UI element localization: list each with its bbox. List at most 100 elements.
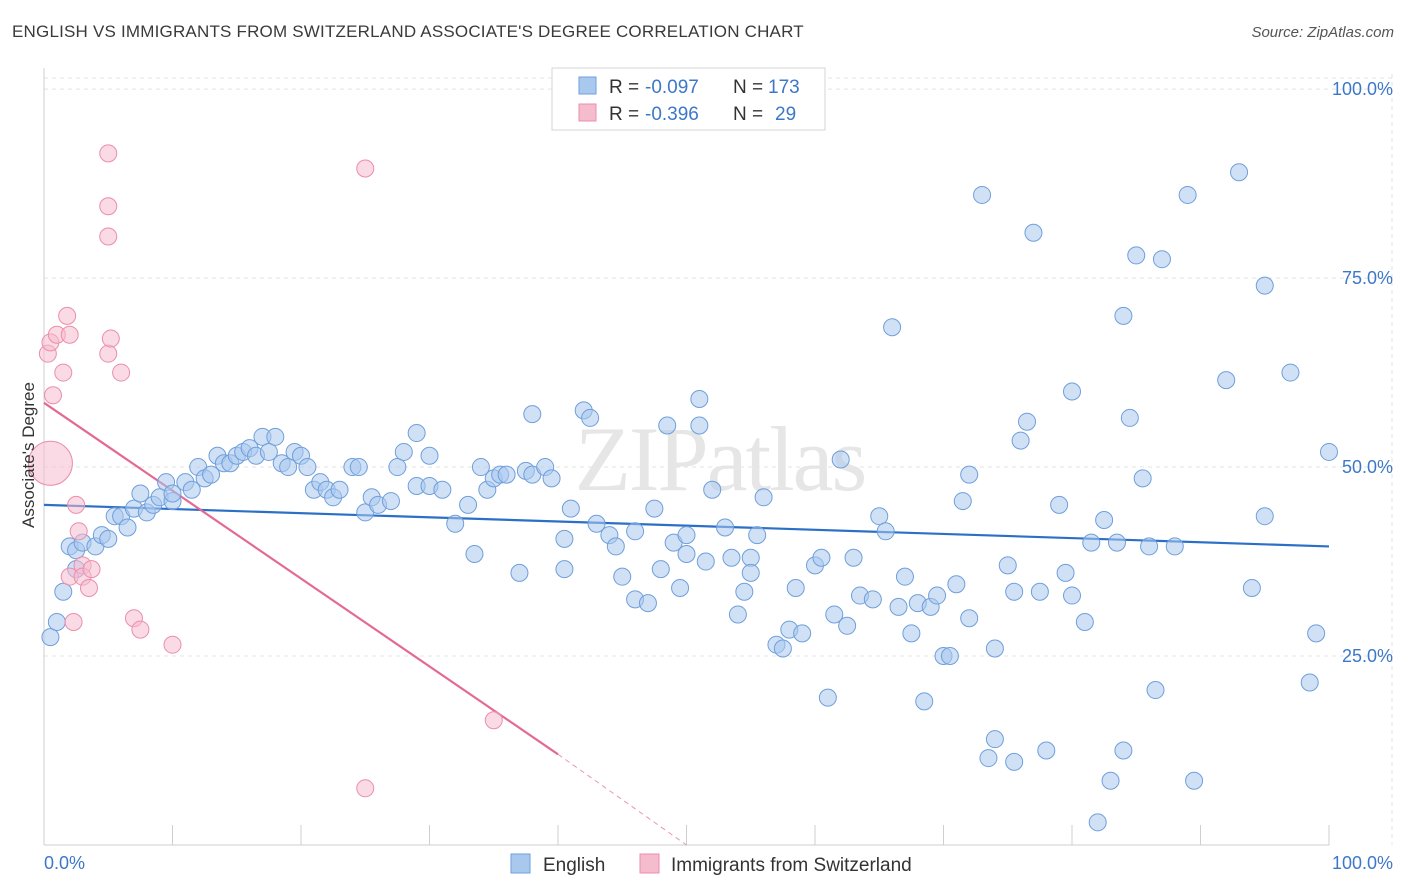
point-english: [1281, 363, 1300, 382]
watermark-text: ZIPatlas: [575, 408, 866, 510]
point-english: [1146, 681, 1165, 700]
trendline-swiss: [43, 401, 559, 756]
point-english: [915, 692, 934, 711]
legend-swatch-english-bottom: [510, 853, 531, 874]
point-english: [658, 416, 677, 435]
point-swiss: [356, 159, 375, 178]
point-english: [1095, 510, 1114, 529]
point-english: [407, 424, 426, 443]
point-english: [163, 484, 182, 503]
point-english: [844, 548, 863, 567]
point-english: [613, 567, 632, 586]
y-tick-label: 100.0%: [1332, 79, 1393, 99]
point-swiss: [101, 329, 120, 348]
point-english: [1005, 752, 1024, 771]
point-english: [703, 480, 722, 499]
point-english: [889, 597, 908, 616]
point-english: [985, 639, 1004, 658]
point-english: [1165, 537, 1184, 556]
point-swiss: [54, 363, 73, 382]
point-english: [1063, 586, 1081, 605]
point-english: [812, 548, 831, 567]
point-english: [876, 522, 895, 541]
gridlines: [44, 74, 1393, 845]
point-english: [606, 537, 625, 556]
legend-swatch-swiss-bottom: [639, 853, 660, 874]
legend-swatch-english: [578, 76, 597, 95]
point-english: [41, 628, 60, 647]
x-tick-label: 0.0%: [44, 853, 85, 873]
point-english: [54, 582, 73, 601]
point-english: [728, 605, 747, 624]
point-swiss: [69, 522, 88, 541]
point-english: [1140, 537, 1159, 556]
point-english: [1185, 771, 1204, 790]
point-english: [940, 647, 959, 666]
point-english: [555, 560, 574, 579]
point-swiss: [99, 344, 118, 363]
point-english: [279, 458, 298, 477]
stat-r-english: -0.097: [645, 77, 699, 98]
point-swiss: [58, 306, 77, 325]
point-english: [741, 548, 760, 567]
trendline-extension-swiss: [557, 753, 687, 846]
stat-r-label-swiss: R =: [609, 104, 639, 125]
point-english: [131, 484, 150, 503]
point-english: [735, 582, 754, 601]
point-english: [433, 480, 452, 499]
point-swiss: [99, 197, 118, 216]
point-english: [690, 390, 709, 409]
point-english: [818, 688, 837, 707]
point-english: [471, 458, 490, 477]
point-english: [651, 560, 670, 579]
point-english: [581, 408, 600, 427]
point-swiss: [43, 386, 62, 405]
point-english: [831, 450, 850, 469]
point-english: [1127, 246, 1146, 265]
point-swiss: [99, 144, 118, 163]
point-english: [1114, 306, 1133, 325]
point-swiss: [356, 779, 375, 798]
point-english: [1011, 431, 1030, 450]
point-english: [1255, 276, 1274, 295]
point-english: [1101, 771, 1120, 790]
legend-label-swiss: Immigrants from Switzerland: [671, 855, 912, 876]
point-english: [1152, 250, 1171, 269]
point-english: [883, 318, 902, 337]
point-english: [1056, 563, 1075, 582]
x-tick-labels: 0.0% 100.0%: [44, 853, 1393, 873]
point-english: [202, 465, 221, 484]
point-english: [895, 567, 914, 586]
point-english: [748, 526, 767, 545]
stat-n-label-swiss: N =: [733, 104, 763, 125]
point-english: [388, 458, 407, 477]
point-english: [1075, 613, 1094, 632]
point-english: [1217, 371, 1236, 390]
point-english: [1114, 741, 1133, 760]
point-english: [677, 544, 696, 563]
point-english: [1005, 582, 1024, 601]
point-english: [953, 492, 972, 511]
point-english: [1018, 412, 1037, 431]
y-tick-label: 25.0%: [1342, 646, 1393, 666]
point-english: [446, 514, 465, 533]
point-english: [1320, 442, 1338, 461]
point-english: [259, 442, 278, 461]
point-english: [1063, 382, 1081, 401]
point-english-large: [27, 440, 73, 486]
stats-legend: R = -0.097 N = 173 R = -0.396 N = 29: [551, 67, 826, 131]
point-english: [182, 480, 201, 499]
point-english: [298, 458, 317, 477]
point-swiss: [163, 635, 182, 654]
point-english: [47, 613, 66, 632]
point-swiss: [131, 620, 150, 639]
point-english: [985, 730, 1004, 749]
point-english: [998, 556, 1017, 575]
point-swiss: [64, 613, 83, 632]
point-english: [973, 185, 992, 204]
point-english: [754, 488, 773, 507]
point-english: [1255, 507, 1274, 526]
watermark: ZIPatlas: [575, 408, 868, 510]
point-english: [722, 548, 741, 567]
point-swiss: [99, 227, 118, 246]
